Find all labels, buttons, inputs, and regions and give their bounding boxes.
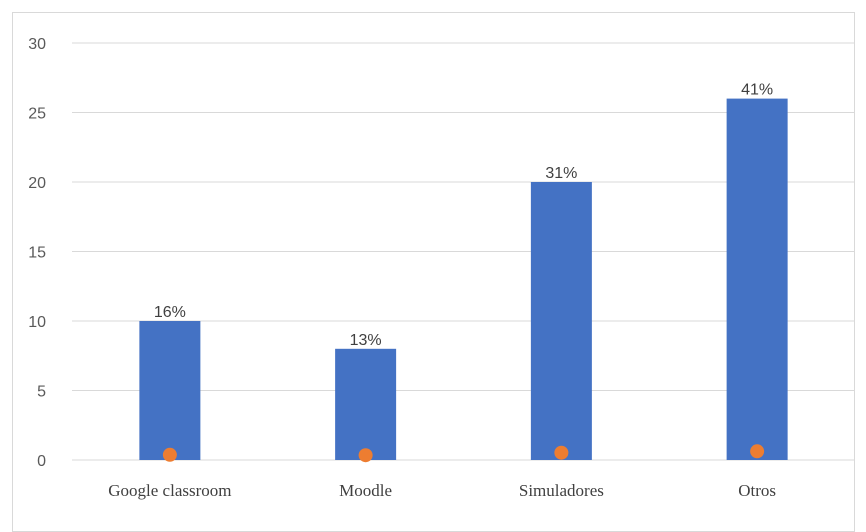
marker-point: [554, 445, 569, 460]
x-tick-label: Simuladores: [519, 481, 604, 500]
data-label: 16%: [154, 304, 186, 321]
marker-point: [358, 448, 373, 463]
bar: [335, 348, 397, 460]
bar-series: [139, 98, 788, 460]
y-tick-label: 20: [28, 175, 46, 192]
y-tick-label: 10: [28, 314, 46, 331]
x-axis-ticks: Google classroom Moodle Simuladores Otros: [108, 481, 776, 500]
data-label: 31%: [545, 165, 577, 182]
data-label: 13%: [350, 332, 382, 349]
bar: [139, 321, 201, 460]
bar: [530, 182, 592, 460]
bar: [726, 98, 788, 460]
y-tick-label: 30: [28, 36, 46, 53]
y-tick-label: 0: [37, 453, 46, 470]
marker-series: [162, 444, 765, 463]
y-tick-label: 5: [37, 384, 46, 401]
y-axis-ticks: 0 5 10 15 20 25 30: [28, 36, 46, 470]
chart-canvas: 0 5 10 15 20 25 30 16% 13% 31% 41% Google classro…: [28, 36, 855, 500]
x-tick-label: Moodle: [339, 481, 392, 500]
y-tick-label: 15: [28, 245, 46, 262]
data-labels: 16% 13% 31% 41%: [154, 82, 773, 349]
x-tick-label: Google classroom: [108, 481, 231, 500]
gridlines: [72, 42, 855, 461]
chart: 0 5 10 15 20 25 30 16% 13% 31% 41% Google classro…: [12, 12, 855, 532]
x-tick-label: Otros: [738, 481, 776, 500]
y-tick-label: 25: [28, 106, 46, 123]
marker-point: [750, 444, 765, 459]
marker-point: [162, 447, 177, 462]
data-label: 41%: [741, 82, 773, 99]
